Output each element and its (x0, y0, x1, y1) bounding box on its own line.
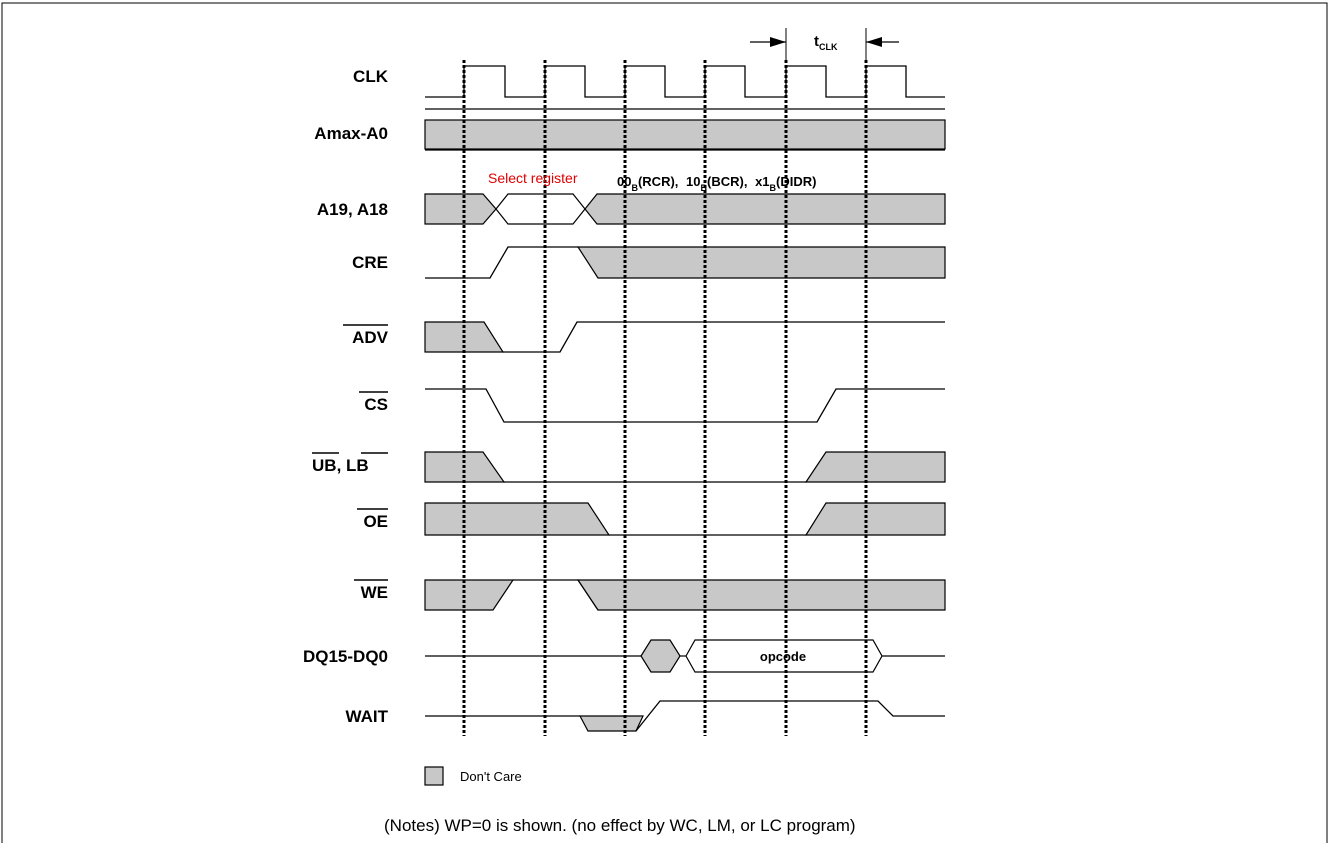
we-label-group: WE (354, 579, 388, 602)
dont-care-swatch (424, 766, 444, 786)
adv-label-group: ADV (343, 324, 389, 347)
ub-lb-label: UB, LB (312, 456, 369, 475)
cre-label: CRE (352, 253, 388, 272)
ub-label: UB (312, 456, 337, 475)
oe-label: OE (363, 512, 388, 531)
cs-label: CS (364, 395, 388, 414)
cre-waveform (425, 246, 946, 279)
a19-a18-waveform (424, 193, 946, 225)
lb-label: LB (346, 456, 369, 475)
ub-lb-label-group: UB, LB (312, 452, 388, 475)
dont-care-label: Don't Care (460, 769, 522, 784)
dq-waveform (425, 639, 945, 673)
address-label: Amax-A0 (314, 124, 388, 143)
address-waveform (424, 108, 946, 151)
clock-edge-guides (462, 60, 868, 736)
oe-waveform (424, 502, 946, 536)
wait-label: WAIT (346, 707, 389, 726)
tclk-dimension: tCLK (750, 28, 899, 62)
ub-lb-separator: , (337, 456, 346, 475)
legend: Don't Care (424, 766, 522, 786)
clk-waveform (425, 65, 945, 98)
we-waveform (424, 579, 946, 611)
oe-label-group: OE (357, 508, 388, 531)
select-register-label: Select register (488, 170, 578, 186)
clk-label: CLK (353, 67, 389, 86)
dq-label: DQ15-DQ0 (303, 647, 388, 666)
a19-a18-label: A19, A18 (317, 200, 388, 219)
tclk-label: tCLK (814, 33, 838, 52)
opcode-label: opcode (760, 649, 806, 664)
notes-text: (Notes) WP=0 is shown. (no effect by WC,… (384, 816, 856, 835)
register-codes-label: 00B(RCR), 10B(BCR), x1B(DIDR) (617, 174, 816, 193)
wait-waveform (425, 700, 945, 732)
adv-label: ADV (352, 328, 389, 347)
we-label: WE (361, 583, 388, 602)
cs-waveform (425, 388, 945, 423)
cs-label-group: CS (359, 391, 388, 414)
